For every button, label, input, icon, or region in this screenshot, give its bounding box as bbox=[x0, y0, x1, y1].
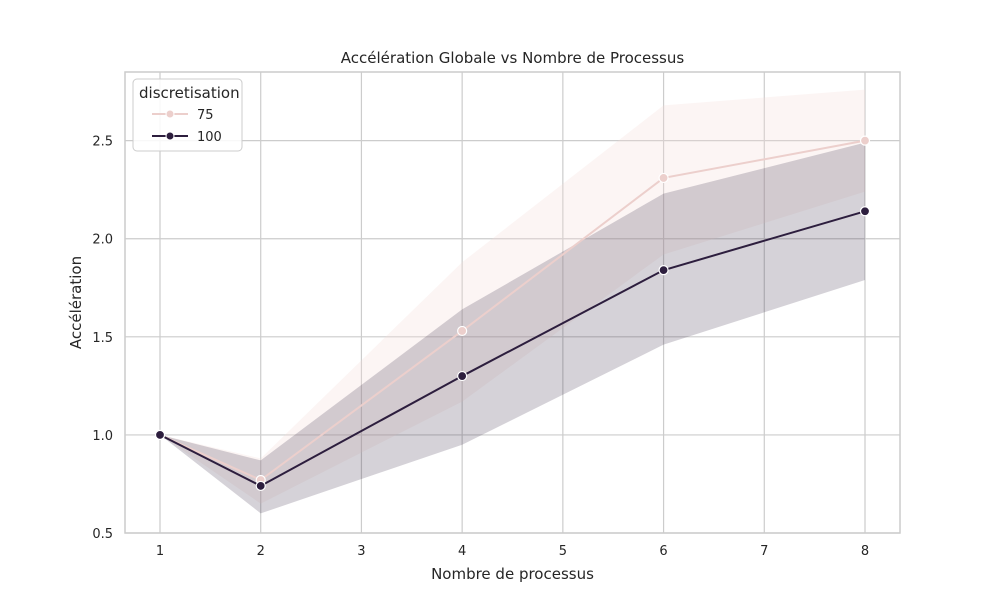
legend-entry-label: 75 bbox=[197, 108, 214, 123]
y-axis-label: Accélération bbox=[67, 256, 85, 349]
legend-entry-label: 100 bbox=[197, 130, 222, 145]
series-points bbox=[154, 135, 871, 492]
confidence-band-100 bbox=[160, 142, 865, 514]
data-point-100 bbox=[658, 265, 669, 276]
y-tick-label: 0.5 bbox=[92, 527, 113, 542]
legend-title: discretisation bbox=[139, 84, 240, 102]
x-tick-label: 8 bbox=[861, 544, 869, 559]
y-tick-label: 2.0 bbox=[92, 233, 113, 248]
legend-swatch-marker bbox=[165, 109, 175, 119]
x-tick-label: 5 bbox=[559, 544, 567, 559]
legend: discretisation 75 100 bbox=[132, 78, 243, 152]
data-point-75 bbox=[658, 172, 669, 184]
data-point-100 bbox=[457, 370, 468, 382]
x-tick-label: 3 bbox=[357, 544, 365, 559]
x-tick-label: 2 bbox=[257, 544, 265, 559]
chart-title: Accélération Globale vs Nombre de Proces… bbox=[341, 49, 685, 67]
confidence-bands bbox=[160, 89, 865, 514]
x-tick-label: 6 bbox=[659, 544, 667, 559]
x-tick-label: 4 bbox=[458, 544, 466, 559]
data-point-75 bbox=[859, 135, 871, 146]
plot-frame bbox=[124, 71, 901, 534]
x-tick-label: 7 bbox=[760, 544, 768, 559]
data-point-100 bbox=[859, 206, 871, 217]
tick-labels: 1 2 3 4 5 6 7 8 0.5 1.0 1.5 2.0 2.5 bbox=[92, 135, 869, 559]
x-tick-label: 1 bbox=[156, 544, 164, 559]
legend-swatch-marker bbox=[165, 131, 175, 141]
data-point-100 bbox=[255, 480, 266, 492]
x-axis-label: Nombre de processus bbox=[431, 565, 594, 583]
y-tick-label: 1.5 bbox=[92, 331, 113, 346]
y-tick-label: 2.5 bbox=[92, 135, 113, 150]
confidence-band-75 bbox=[160, 89, 865, 504]
y-tick-label: 1.0 bbox=[92, 429, 113, 444]
data-point-100 bbox=[154, 429, 166, 441]
data-point-75 bbox=[457, 325, 468, 337]
